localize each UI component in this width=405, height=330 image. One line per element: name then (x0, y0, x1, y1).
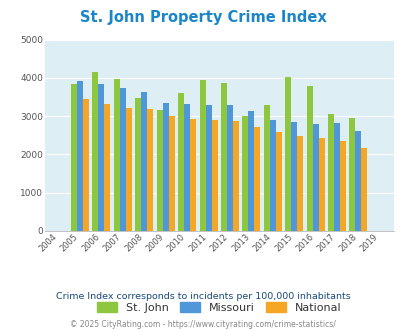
Bar (290, 122, 296, 231)
Bar (360, 148, 367, 231)
Bar (205, 105, 211, 231)
Bar (156, 110, 162, 231)
Bar (269, 120, 275, 231)
Bar (168, 116, 174, 231)
Bar (199, 80, 205, 231)
Bar (92, 72, 98, 231)
Bar (83, 99, 89, 231)
Bar (226, 105, 232, 231)
Bar (104, 104, 110, 231)
Bar (254, 127, 260, 231)
Text: © 2025 CityRating.com - https://www.cityrating.com/crime-statistics/: © 2025 CityRating.com - https://www.city… (70, 320, 335, 329)
Bar (285, 77, 290, 231)
Bar (318, 138, 324, 231)
Bar (147, 109, 153, 231)
Bar (211, 120, 217, 231)
Bar (113, 79, 119, 231)
Bar (183, 104, 190, 231)
Text: Crime Index corresponds to incidents per 100,000 inhabitants: Crime Index corresponds to incidents per… (55, 292, 350, 301)
Bar (220, 83, 226, 231)
Bar (141, 92, 147, 231)
Bar (349, 118, 355, 231)
Bar (333, 123, 339, 231)
Text: St. John Property Crime Index: St. John Property Crime Index (79, 10, 326, 25)
Bar (242, 116, 248, 231)
Bar (126, 108, 132, 231)
Bar (190, 119, 196, 231)
Bar (232, 121, 239, 231)
Bar (71, 84, 77, 231)
Bar (355, 131, 360, 231)
Bar (296, 136, 303, 231)
Bar (339, 141, 345, 231)
Bar (135, 98, 141, 231)
Bar (248, 111, 254, 231)
Bar (98, 84, 104, 231)
Bar (263, 105, 269, 231)
Bar (275, 132, 281, 231)
Bar (312, 124, 318, 231)
Bar (306, 86, 312, 231)
Bar (77, 81, 83, 231)
Bar (178, 93, 183, 231)
Legend: St. John, Missouri, National: St. John, Missouri, National (92, 298, 345, 317)
Bar (327, 114, 333, 231)
Bar (119, 88, 126, 231)
Bar (162, 103, 168, 231)
